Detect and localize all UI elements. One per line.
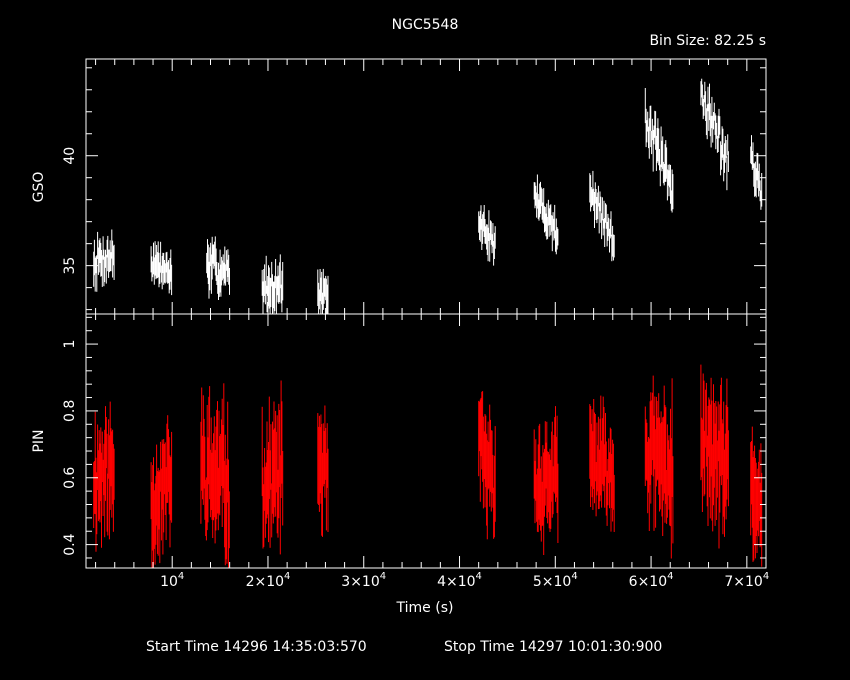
x-tick-label: 2×104: [246, 571, 291, 590]
bin-size-label: Bin Size: 82.25 s: [649, 33, 766, 49]
chart-title: NGC5548: [392, 17, 459, 33]
x-tick-label: 6×104: [629, 571, 674, 590]
gso-panel: 35 40 GSO: [31, 58, 767, 315]
gso-data: [93, 78, 763, 314]
pin-data: [93, 364, 763, 568]
gso-axis-label: GSO: [31, 172, 47, 203]
x-tick-label: 7×104: [724, 571, 769, 590]
pin-axis-label: PIN: [31, 429, 47, 452]
stop-time-label: Stop Time 14297 10:01:30:900: [444, 639, 662, 655]
x-tick-label: 3×104: [341, 571, 386, 590]
start-time-label: Start Time 14296 14:35:03:570: [146, 639, 367, 655]
pin-panel: 0.4 0.6 0.8 1 104 2×104 3×104 4×104 5×104 6×104 7×…: [31, 313, 769, 616]
pin-y-tick-label: 0.6: [62, 467, 78, 489]
x-axis-label: Time (s): [396, 600, 454, 616]
pin-y-tick-label: 1: [62, 340, 78, 349]
pin-y-tick-label: 0.8: [62, 400, 78, 422]
x-tick-label: 5×104: [533, 571, 578, 590]
gso-axis-ticks: 35 40: [62, 59, 767, 314]
x-tick-label: 4×104: [437, 571, 482, 590]
pin-frame: [85, 313, 767, 569]
pin-axis-ticks: 0.4 0.6 0.8 1 104 2×104 3×104 4×104 5×104 6×104 7×…: [62, 314, 769, 590]
x-tick-label: 104: [160, 571, 184, 590]
gso-y-tick-label: 40: [62, 147, 78, 165]
gso-y-tick-label: 35: [62, 257, 78, 275]
pin-y-tick-label: 0.4: [62, 533, 78, 555]
